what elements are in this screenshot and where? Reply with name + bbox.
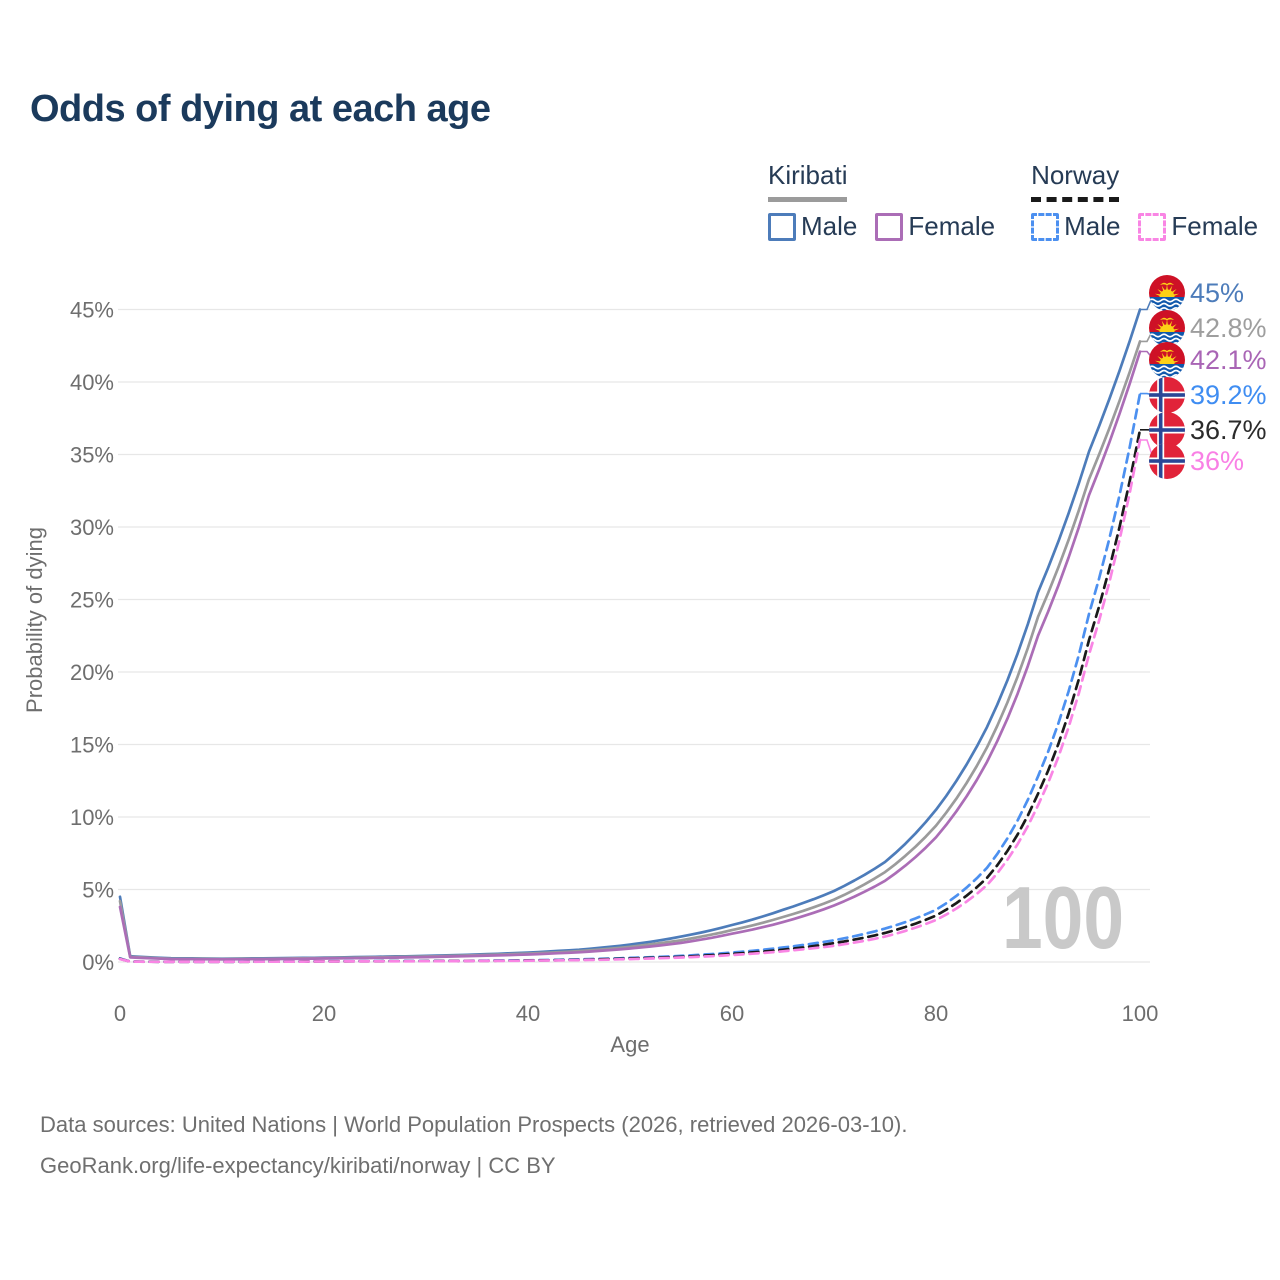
series-line-norway-female [118, 438, 1142, 964]
norway-flag-icon [1149, 443, 1185, 479]
norway-flag-icon [1149, 412, 1185, 448]
wave-stripe [1149, 333, 1185, 338]
series-line-kiribati-female [118, 350, 1142, 961]
x-axis-title: Age [610, 1032, 649, 1057]
legend-item-norway-female[interactable]: Female [1138, 211, 1258, 242]
sun-rays [1154, 351, 1180, 364]
kiribati-flag-icon [1149, 275, 1185, 311]
attribution-text: GeoRank.org/life-expectancy/kiribati/nor… [40, 1153, 556, 1178]
x-tick-label: 40 [516, 1001, 540, 1026]
y-tick-label: 0% [82, 950, 114, 975]
wave-stripe [1149, 307, 1185, 311]
wave-stripe [1149, 337, 1185, 342]
wave-stripe [1149, 298, 1185, 303]
y-tick-label: 10% [70, 805, 114, 830]
flag-art [1149, 377, 1185, 413]
series-line-norway-all [118, 428, 1142, 964]
y-tick-label: 20% [70, 660, 114, 685]
kiribati-male-swatch-icon[interactable] [768, 212, 796, 241]
blue-cross-horizontal [1149, 393, 1185, 397]
kiribati-female-swatch-icon[interactable] [875, 212, 904, 241]
end-value-label-norway-all: 36.7% [1190, 415, 1267, 445]
flag-art [1149, 275, 1185, 311]
sun [1159, 289, 1175, 297]
x-tick-label: 20 [312, 1001, 336, 1026]
norway-male-swatch-icon[interactable] [1031, 212, 1060, 241]
blue-cross-horizontal [1149, 428, 1185, 432]
flag-art [1149, 342, 1185, 378]
flag-art [1149, 443, 1185, 479]
norway-flag-icon [1149, 377, 1185, 413]
legend-country-kiribati: Kiribati [768, 160, 848, 202]
frigatebird [1160, 317, 1174, 321]
legend-item-kiribati-male[interactable]: Male [768, 211, 857, 242]
x-tick-label: 80 [924, 1001, 948, 1026]
sun [1159, 356, 1175, 364]
legend-item-label: Female [908, 211, 996, 241]
legend-item-norway-male[interactable]: Male [1031, 211, 1120, 242]
legend-items-kiribati: Male Female [768, 211, 995, 242]
legend-item-kiribati-female[interactable]: Female [875, 211, 995, 242]
x-tick-label: 60 [720, 1001, 744, 1026]
x-tick-label: 0 [114, 1001, 126, 1026]
series-line-kiribati-male [118, 308, 1142, 961]
wave-stripe [1149, 374, 1185, 378]
legend-item-label: Female [1171, 211, 1259, 241]
legend-country-norway: Norway [1031, 160, 1120, 202]
data-source-text: Data sources: United Nations | World Pop… [40, 1112, 908, 1137]
y-tick-label: 5% [82, 878, 114, 903]
sun-rays [1154, 284, 1180, 297]
sun-rays [1154, 319, 1180, 332]
frigatebird [1160, 349, 1174, 353]
end-value-label-kiribati-all: 42.8% [1190, 313, 1267, 343]
age-watermark: 100 [1002, 868, 1124, 967]
legend-group-kiribati: Kiribati Male Female [768, 160, 995, 242]
flag-art [1149, 412, 1185, 448]
y-tick-label: 40% [70, 370, 114, 395]
end-value-label-norway-female: 36% [1190, 446, 1244, 476]
legend-item-label: Male [801, 211, 858, 241]
y-tick-label: 45% [70, 298, 114, 323]
legend-group-norway: Norway Male Female [1031, 160, 1258, 242]
y-tick-label: 25% [70, 588, 114, 613]
sun [1159, 324, 1175, 332]
end-value-label-kiribati-male: 45% [1190, 278, 1244, 308]
end-value-label-kiribati-female: 42.1% [1190, 345, 1267, 375]
end-value-label-norway-male: 39.2% [1190, 380, 1267, 410]
wave-stripe [1149, 302, 1185, 307]
y-tick-label: 15% [70, 733, 114, 758]
legend-items-norway: Male Female [1031, 211, 1258, 242]
norway-female-swatch-icon[interactable] [1138, 212, 1167, 241]
kiribati-flag-icon [1149, 342, 1185, 378]
frigatebird [1160, 282, 1174, 286]
y-axis-title: Probability of dying [22, 527, 47, 713]
chart-footer: Data sources: United Nations | World Pop… [40, 1104, 907, 1186]
page-title: Odds of dying at each age [30, 88, 491, 130]
wave-stripe [1149, 369, 1185, 374]
legend: Kiribati Male Female Norway Male [768, 160, 1258, 242]
y-tick-label: 35% [70, 443, 114, 468]
x-tick-label: 100 [1122, 1001, 1159, 1026]
legend-item-label: Male [1064, 211, 1121, 241]
wave-stripe [1149, 365, 1185, 370]
blue-cross-horizontal [1149, 459, 1185, 463]
y-tick-label: 30% [70, 515, 114, 540]
